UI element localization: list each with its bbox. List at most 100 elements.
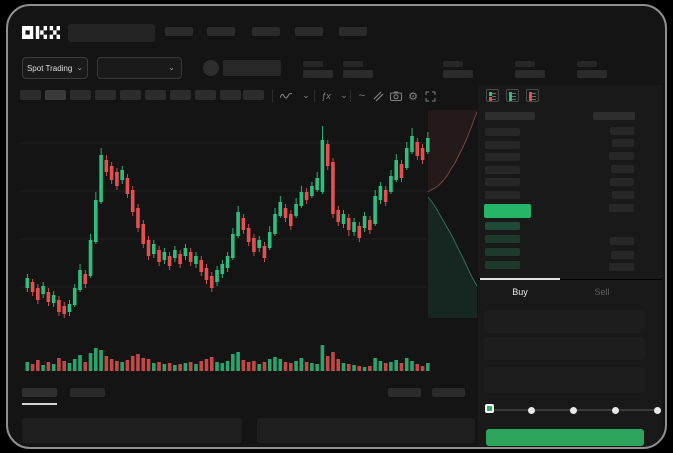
ask-row-skeleton[interactable] bbox=[485, 141, 520, 149]
amount-input-skeleton[interactable] bbox=[484, 337, 645, 360]
ask-row-skeleton[interactable] bbox=[485, 191, 520, 199]
volume-bar bbox=[146, 359, 151, 371]
bottom-tab-1-skeleton[interactable] bbox=[22, 388, 57, 397]
volume-bar bbox=[262, 362, 267, 371]
slider-stop-75[interactable] bbox=[612, 407, 619, 414]
stat-label-skeleton bbox=[303, 61, 323, 67]
compare-icon[interactable] bbox=[370, 88, 386, 104]
fullscreen-icon[interactable] bbox=[422, 88, 438, 104]
gear-icon[interactable]: ⚙ bbox=[408, 89, 418, 103]
volume-bar bbox=[83, 362, 88, 371]
tab-buy[interactable]: Buy bbox=[512, 287, 528, 297]
toolbar-item-skeleton[interactable] bbox=[195, 90, 216, 100]
toolbar-item-skeleton[interactable] bbox=[20, 90, 41, 100]
bid-row-skeleton[interactable] bbox=[485, 261, 520, 269]
stat-value-skeleton bbox=[303, 70, 333, 78]
toolbar-item-skeleton[interactable] bbox=[220, 90, 241, 100]
bottom-action-1-skeleton[interactable] bbox=[388, 388, 421, 397]
volume-bar bbox=[162, 364, 167, 371]
slider-stop-25[interactable] bbox=[528, 407, 535, 414]
volume-bar bbox=[36, 360, 40, 371]
nav-item-skeleton[interactable] bbox=[207, 27, 235, 36]
total-input-skeleton[interactable] bbox=[484, 367, 645, 393]
bid-row-skeleton[interactable] bbox=[485, 235, 520, 243]
volume-bar bbox=[151, 363, 156, 371]
candlestick bbox=[410, 136, 414, 152]
volume-bar bbox=[30, 364, 35, 371]
chevron-down-icon[interactable]: ⌄ bbox=[340, 90, 348, 101]
candlestick bbox=[146, 240, 151, 256]
volume-bar bbox=[225, 361, 230, 371]
stat-value-skeleton bbox=[577, 70, 607, 78]
chevron-down-icon: ⌄ bbox=[168, 63, 175, 72]
last-price-badge[interactable] bbox=[484, 204, 531, 218]
toolbar-item-skeleton[interactable] bbox=[170, 90, 191, 100]
book-bids-icon[interactable] bbox=[506, 89, 519, 102]
bid-row-skeleton[interactable] bbox=[609, 263, 634, 271]
toolbar-item-skeleton[interactable] bbox=[145, 90, 166, 100]
nav-item-skeleton[interactable] bbox=[295, 27, 323, 36]
ask-row-skeleton[interactable] bbox=[485, 166, 520, 174]
bid-row-skeleton[interactable] bbox=[610, 237, 634, 245]
volume-bar bbox=[194, 364, 198, 371]
market-type-selector[interactable]: Spot Trading ⌄ bbox=[22, 57, 88, 79]
ask-row-skeleton[interactable] bbox=[485, 153, 520, 161]
bid-row-skeleton[interactable] bbox=[611, 251, 634, 259]
candlestick bbox=[162, 252, 167, 260]
candlestick-chart[interactable] bbox=[6, 4, 667, 449]
nav-item-skeleton[interactable] bbox=[339, 27, 367, 36]
bid-row-skeleton[interactable] bbox=[485, 248, 520, 256]
orderbook-header-skeleton[interactable] bbox=[485, 112, 535, 120]
okx-logo[interactable] bbox=[22, 25, 60, 40]
indicator-fx-icon[interactable]: ƒx bbox=[321, 91, 331, 101]
toolbar-item-skeleton[interactable] bbox=[95, 90, 116, 100]
book-both-icon[interactable] bbox=[486, 89, 499, 102]
ask-row-skeleton[interactable] bbox=[485, 178, 520, 186]
stat-label-skeleton bbox=[443, 61, 463, 67]
tab-sell[interactable]: Sell bbox=[594, 287, 610, 297]
orderbook-header-skeleton[interactable] bbox=[593, 112, 635, 120]
wave-icon[interactable] bbox=[278, 88, 294, 104]
volume-bar bbox=[346, 364, 351, 371]
chevron-down-icon[interactable]: ⌄ bbox=[302, 90, 310, 101]
bid-row-skeleton[interactable] bbox=[485, 222, 520, 230]
slider-stop-100[interactable] bbox=[654, 407, 661, 414]
nav-item-skeleton[interactable] bbox=[165, 27, 193, 36]
toolbar-item-skeleton[interactable] bbox=[70, 90, 91, 100]
ask-row-skeleton[interactable] bbox=[612, 191, 634, 199]
candlestick bbox=[173, 250, 177, 258]
buy-submit-button[interactable] bbox=[486, 429, 644, 446]
camera-icon[interactable] bbox=[388, 88, 404, 104]
volume-bar bbox=[399, 363, 404, 371]
nav-item-skeleton[interactable] bbox=[252, 27, 280, 36]
ask-row-skeleton[interactable] bbox=[485, 128, 520, 136]
volume-bar bbox=[236, 352, 240, 371]
toolbar-item-skeleton[interactable] bbox=[243, 90, 264, 100]
ask-row-skeleton[interactable] bbox=[609, 152, 634, 160]
volume-bar bbox=[368, 366, 372, 371]
ask-row-skeleton[interactable] bbox=[610, 127, 634, 135]
ask-row-skeleton[interactable] bbox=[612, 139, 634, 147]
ask-row-skeleton[interactable] bbox=[610, 178, 634, 186]
slider-stop-50[interactable] bbox=[570, 407, 577, 414]
ask-row-skeleton[interactable] bbox=[611, 165, 634, 173]
volume-bar bbox=[389, 362, 393, 371]
pair-name-skeleton bbox=[223, 60, 281, 76]
toolbar-item-skeleton[interactable] bbox=[120, 90, 141, 100]
line-type-icon[interactable]: ~ bbox=[358, 90, 366, 102]
bottom-action-2-skeleton[interactable] bbox=[432, 388, 465, 397]
candlestick bbox=[46, 292, 51, 302]
ask-row-skeleton[interactable] bbox=[609, 204, 634, 212]
pair-dropdown[interactable]: ⌄ bbox=[97, 57, 182, 79]
icon-marker bbox=[489, 92, 492, 101]
candlestick bbox=[41, 286, 45, 294]
chevron-down-icon: ⌄ bbox=[76, 63, 84, 72]
bottom-tab-underline bbox=[22, 403, 57, 405]
bottom-tab-2-skeleton[interactable] bbox=[70, 388, 105, 397]
search-box-skeleton[interactable] bbox=[68, 24, 155, 42]
book-asks-icon[interactable] bbox=[526, 89, 539, 102]
price-input-skeleton[interactable] bbox=[484, 310, 645, 333]
slider-handle[interactable] bbox=[485, 404, 494, 413]
toolbar-item-skeleton[interactable] bbox=[45, 90, 66, 100]
candlestick bbox=[215, 270, 219, 282]
